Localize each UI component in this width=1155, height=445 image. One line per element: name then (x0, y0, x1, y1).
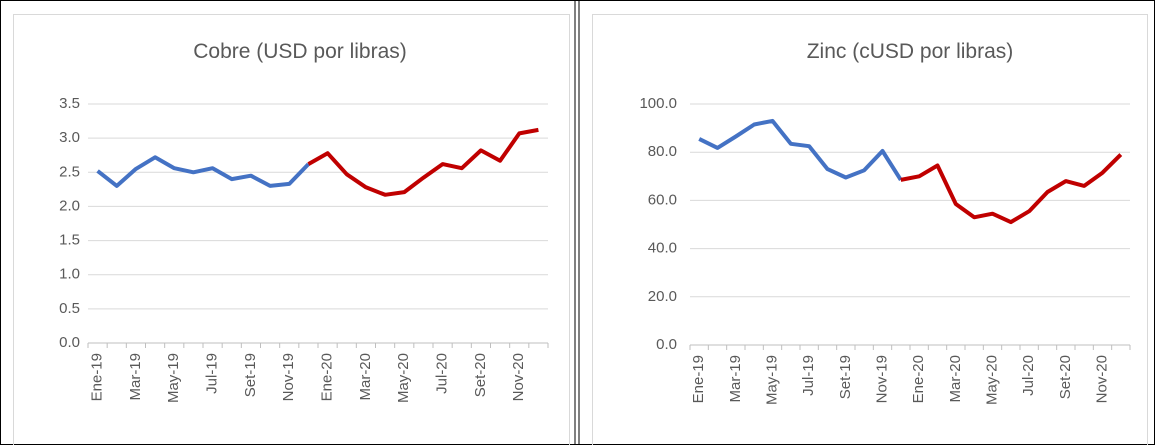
x-tick-label: May-19 (165, 353, 182, 403)
x-tick-label: Ene-20 (319, 353, 336, 401)
x-tick-label: Jul-19 (204, 353, 221, 394)
x-tick-label: Set-19 (837, 355, 854, 399)
chart-title: Cobre (USD por libras) (193, 40, 407, 63)
y-tick-label: 3.0 (59, 129, 80, 146)
y-tick-label: 1.0 (59, 266, 80, 283)
y-tick-label: 0.0 (59, 334, 80, 351)
x-tick-label: May-20 (983, 355, 1000, 405)
series-line (900, 153, 1123, 225)
y-tick-label: 60.0 (648, 191, 677, 208)
x-tick-label: Ene-19 (690, 355, 707, 403)
x-tick-label: Mar-20 (357, 353, 374, 401)
series-line (698, 118, 903, 181)
x-tick-label: Ene-19 (89, 353, 106, 401)
series-line (96, 155, 310, 188)
y-tick-label: 20.0 (648, 288, 677, 305)
y-tick-label: 1.5 (59, 232, 80, 249)
y-tick-label: 2.5 (59, 163, 80, 180)
y-tick-label: 3.5 (59, 95, 80, 112)
chart-border (13, 14, 570, 445)
y-tick-label: 40.0 (648, 240, 677, 257)
x-tick-label: Jul-19 (800, 355, 817, 396)
y-tick-label: 0.5 (59, 300, 80, 317)
x-tick-label: Jul-20 (1020, 355, 1037, 396)
y-tick-label: 100.0 (639, 95, 677, 112)
x-tick-label: Jul-20 (434, 353, 451, 394)
x-tick-label: Nov-19 (873, 355, 890, 403)
x-tick-label: Set-19 (242, 353, 259, 397)
x-tick-label: Mar-19 (127, 353, 144, 401)
y-tick-label: 80.0 (648, 143, 677, 160)
x-tick-label: Ene-20 (910, 355, 927, 403)
y-tick-label: 2.0 (59, 197, 80, 214)
x-tick-label: Mar-20 (947, 355, 964, 403)
series-line (307, 127, 539, 197)
x-tick-label: Mar-19 (727, 355, 744, 403)
x-tick-label: Nov-20 (1093, 355, 1110, 403)
y-tick-label: 0.0 (656, 336, 677, 353)
x-tick-label: Nov-19 (280, 353, 297, 401)
x-tick-label: May-20 (395, 353, 412, 403)
x-tick-label: Set-20 (472, 353, 489, 397)
x-tick-label: May-19 (763, 355, 780, 405)
chart-border (592, 14, 1148, 445)
x-tick-label: Set-20 (1057, 355, 1074, 399)
x-tick-label: Nov-20 (510, 353, 527, 401)
chart-title: Zinc (cUSD por libras) (807, 40, 1014, 63)
